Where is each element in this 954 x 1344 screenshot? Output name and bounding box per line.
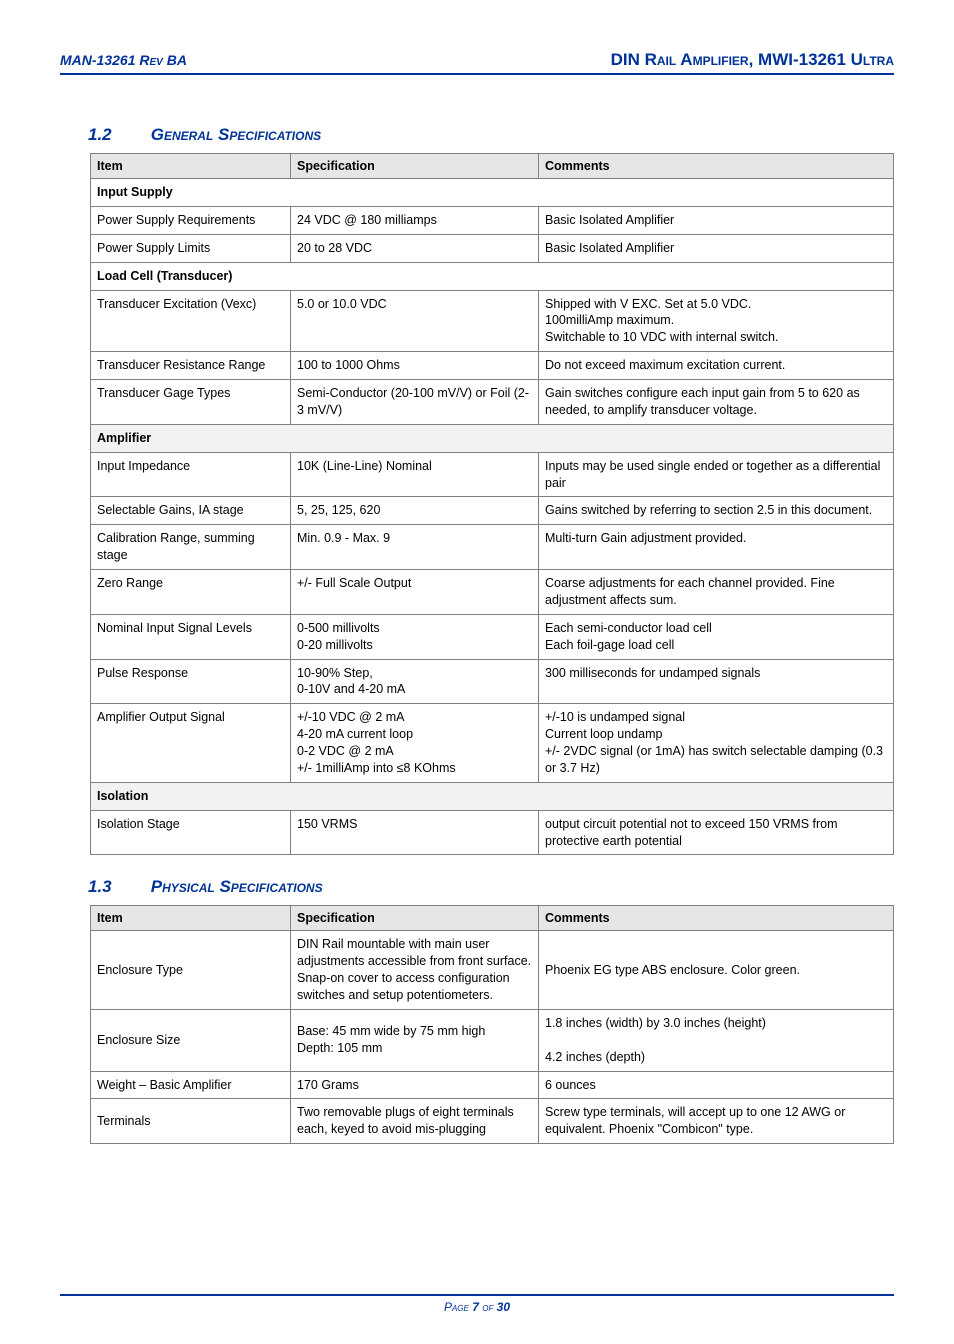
cell-item: Transducer Gage Types	[91, 380, 291, 425]
section-title: Physical Specifications	[151, 877, 323, 896]
section-1-3-heading: 1.3 Physical Specifications	[88, 877, 894, 897]
physical-spec-table: Item Specification Comments Enclosure Ty…	[90, 905, 894, 1144]
cell-spec: 10-90% Step,0-10V and 4-20 mA	[291, 659, 539, 704]
cell-item: Input Impedance	[91, 452, 291, 497]
cell-spec: 20 to 28 VDC	[291, 234, 539, 262]
doc-title: DIN Rail Amplifier, MWI-13261 Ultra	[611, 50, 894, 70]
table-row: Amplifier Output Signal+/-10 VDC @ 2 mA4…	[91, 704, 894, 783]
table-subheader: Input Supply	[91, 179, 894, 207]
table-row: Enclosure SizeBase: 45 mm wide by 75 mm …	[91, 1009, 894, 1071]
table-row: Power Supply Limits20 to 28 VDCBasic Iso…	[91, 234, 894, 262]
cell-spec: +/- Full Scale Output	[291, 570, 539, 615]
cell-comment: Gains switched by referring to section 2…	[539, 497, 894, 525]
cell-item: Enclosure Type	[91, 931, 291, 1010]
cell-comment: Phoenix EG type ABS enclosure. Color gre…	[539, 931, 894, 1010]
col-comments: Comments	[539, 154, 894, 179]
table-row: Isolation Stage150 VRMSoutput circuit po…	[91, 810, 894, 855]
col-comments: Comments	[539, 906, 894, 931]
footer-page-num: 7	[472, 1300, 479, 1314]
footer-prefix: Page	[444, 1300, 472, 1314]
cell-item: Power Supply Requirements	[91, 206, 291, 234]
section-number: 1.3	[88, 877, 146, 897]
cell-item: Selectable Gains, IA stage	[91, 497, 291, 525]
cell-comment: Each semi-conductor load cellEach foil-g…	[539, 614, 894, 659]
cell-spec: 150 VRMS	[291, 810, 539, 855]
cell-item: Power Supply Limits	[91, 234, 291, 262]
cell-item: Transducer Resistance Range	[91, 352, 291, 380]
cell-item: Transducer Excitation (Vexc)	[91, 290, 291, 352]
table-subheader: Isolation	[91, 782, 894, 810]
table-row: Calibration Range, summing stageMin. 0.9…	[91, 525, 894, 570]
cell-item: Amplifier Output Signal	[91, 704, 291, 783]
cell-comment: +/-10 is undamped signalCurrent loop und…	[539, 704, 894, 783]
col-item: Item	[91, 906, 291, 931]
doc-rev: MAN-13261 Rev BA	[60, 52, 187, 68]
table-row: Input Impedance10K (Line-Line) NominalIn…	[91, 452, 894, 497]
section-number: 1.2	[88, 125, 146, 145]
cell-comment: 1.8 inches (width) by 3.0 inches (height…	[539, 1009, 894, 1071]
cell-spec: 170 Grams	[291, 1071, 539, 1099]
table-row: Pulse Response10-90% Step,0-10V and 4-20…	[91, 659, 894, 704]
cell-item: Nominal Input Signal Levels	[91, 614, 291, 659]
cell-comment: 300 milliseconds for undamped signals	[539, 659, 894, 704]
cell-item: Weight – Basic Amplifier	[91, 1071, 291, 1099]
cell-comment: Multi-turn Gain adjustment provided.	[539, 525, 894, 570]
col-item: Item	[91, 154, 291, 179]
cell-spec: 5, 25, 125, 620	[291, 497, 539, 525]
cell-comment: Do not exceed maximum excitation current…	[539, 352, 894, 380]
page-footer: Page 7 of 30	[60, 1294, 894, 1314]
cell-comment: Screw type terminals, will accept up to …	[539, 1099, 894, 1144]
table-row: Transducer Resistance Range100 to 1000 O…	[91, 352, 894, 380]
table-row: TerminalsTwo removable plugs of eight te…	[91, 1099, 894, 1144]
table-subheader: Amplifier	[91, 424, 894, 452]
cell-item: Isolation Stage	[91, 810, 291, 855]
cell-comment: Coarse adjustments for each channel prov…	[539, 570, 894, 615]
table-row: Transducer Gage TypesSemi-Conductor (20-…	[91, 380, 894, 425]
cell-spec: DIN Rail mountable with main user adjust…	[291, 931, 539, 1010]
cell-item: Zero Range	[91, 570, 291, 615]
cell-comment: Shipped with V EXC. Set at 5.0 VDC.100mi…	[539, 290, 894, 352]
section-title: General Specifications	[151, 125, 321, 144]
table-row: Enclosure TypeDIN Rail mountable with ma…	[91, 931, 894, 1010]
table-row: Zero Range+/- Full Scale OutputCoarse ad…	[91, 570, 894, 615]
col-spec: Specification	[291, 154, 539, 179]
page-header: MAN-13261 Rev BA DIN Rail Amplifier, MWI…	[60, 50, 894, 75]
cell-comment: 6 ounces	[539, 1071, 894, 1099]
footer-total: 30	[497, 1300, 510, 1314]
cell-spec: 100 to 1000 Ohms	[291, 352, 539, 380]
cell-spec: Base: 45 mm wide by 75 mm highDepth: 105…	[291, 1009, 539, 1071]
section-1-2-heading: 1.2 General Specifications	[88, 125, 894, 145]
general-spec-table: Item Specification Comments Input Supply…	[90, 153, 894, 855]
cell-spec: 5.0 or 10.0 VDC	[291, 290, 539, 352]
cell-item: Terminals	[91, 1099, 291, 1144]
col-spec: Specification	[291, 906, 539, 931]
table-subheader: Load Cell (Transducer)	[91, 262, 894, 290]
table-row: Power Supply Requirements24 VDC @ 180 mi…	[91, 206, 894, 234]
cell-comment: output circuit potential not to exceed 1…	[539, 810, 894, 855]
cell-comment: Basic Isolated Amplifier	[539, 206, 894, 234]
table-row: Weight – Basic Amplifier170 Grams6 ounce…	[91, 1071, 894, 1099]
cell-item: Enclosure Size	[91, 1009, 291, 1071]
cell-comment: Basic Isolated Amplifier	[539, 234, 894, 262]
cell-item: Pulse Response	[91, 659, 291, 704]
cell-spec: Min. 0.9 - Max. 9	[291, 525, 539, 570]
cell-spec: 24 VDC @ 180 milliamps	[291, 206, 539, 234]
table-row: Selectable Gains, IA stage5, 25, 125, 62…	[91, 497, 894, 525]
cell-comment: Gain switches configure each input gain …	[539, 380, 894, 425]
cell-spec: Semi-Conductor (20-100 mV/V) or Foil (2-…	[291, 380, 539, 425]
cell-comment: Inputs may be used single ended or toget…	[539, 452, 894, 497]
cell-spec: 0-500 millivolts0-20 millivolts	[291, 614, 539, 659]
cell-spec: 10K (Line-Line) Nominal	[291, 452, 539, 497]
footer-of: of	[479, 1300, 497, 1314]
cell-item: Calibration Range, summing stage	[91, 525, 291, 570]
cell-spec: Two removable plugs of eight terminals e…	[291, 1099, 539, 1144]
table-row: Transducer Excitation (Vexc)5.0 or 10.0 …	[91, 290, 894, 352]
cell-spec: +/-10 VDC @ 2 mA4-20 mA current loop0-2 …	[291, 704, 539, 783]
table-row: Nominal Input Signal Levels0-500 millivo…	[91, 614, 894, 659]
